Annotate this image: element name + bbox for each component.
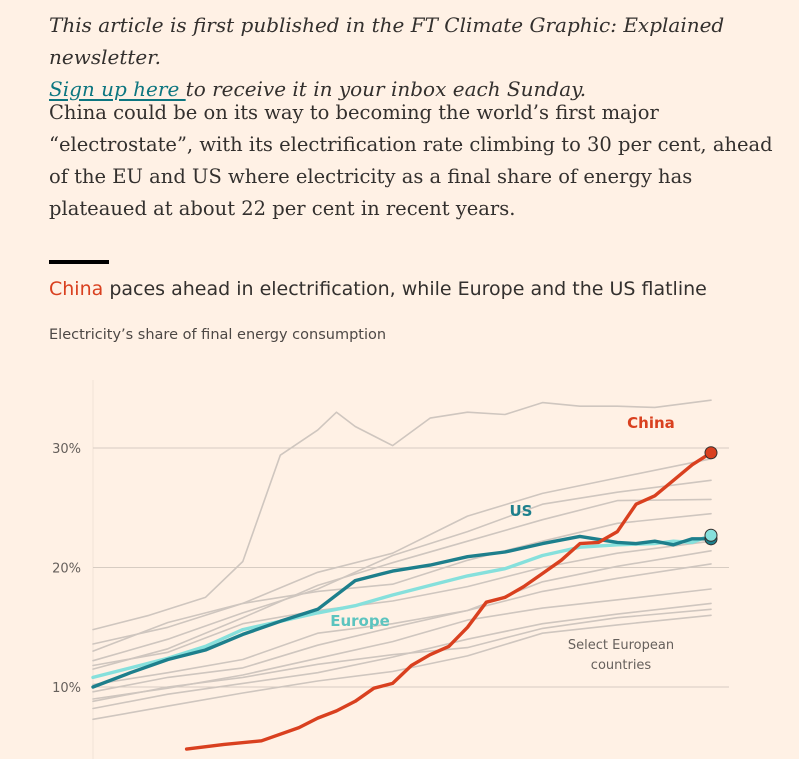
article-paragraph: China could be on its way to becoming th… bbox=[49, 101, 773, 220]
us-series-line bbox=[91, 534, 713, 689]
china-end-dot bbox=[704, 446, 718, 460]
country-series-line bbox=[92, 498, 712, 670]
newsletter-intro: This article is first published in the F… bbox=[49, 9, 789, 105]
country-series-line bbox=[92, 563, 712, 693]
signup-rest-text: to receive it in your inbox each Sunday. bbox=[185, 77, 587, 101]
y-tick-label: 10% bbox=[52, 681, 81, 696]
europe-series-line bbox=[91, 533, 713, 680]
country-series-line bbox=[92, 458, 712, 652]
intro-text: This article is first published in the F… bbox=[49, 13, 725, 69]
china-series-line bbox=[184, 451, 713, 751]
country-series-line bbox=[92, 550, 712, 686]
country-series-line bbox=[92, 399, 712, 631]
us-label: US bbox=[510, 502, 533, 520]
chart-subtitle: Electricity’s share of final energy cons… bbox=[49, 327, 387, 343]
country-series-line bbox=[92, 512, 712, 645]
china-label: China bbox=[627, 414, 675, 432]
country-series-line bbox=[92, 608, 712, 703]
us-end-dot bbox=[704, 532, 718, 546]
country-series-line bbox=[92, 540, 712, 667]
chart-title: China paces ahead in electrification, wh… bbox=[49, 276, 707, 302]
country-series-line bbox=[92, 614, 712, 721]
europe-label: Europe bbox=[330, 612, 390, 630]
countries-label-line1: Select European bbox=[568, 638, 674, 653]
chart-title-rest: paces ahead in electrification, while Eu… bbox=[103, 278, 707, 300]
country-series-line bbox=[92, 602, 712, 710]
country-series-line bbox=[92, 479, 712, 662]
y-tick-label: 30% bbox=[52, 442, 81, 457]
chart-title-rule bbox=[49, 260, 109, 264]
signup-link[interactable]: Sign up here bbox=[49, 77, 186, 101]
europe-end-dot bbox=[704, 528, 718, 542]
plot-area bbox=[91, 399, 713, 751]
countries-label-line2: countries bbox=[591, 658, 652, 673]
y-tick-label: 20% bbox=[52, 562, 81, 577]
country-series-line bbox=[92, 588, 712, 700]
chart-title-highlight: China bbox=[49, 278, 104, 300]
